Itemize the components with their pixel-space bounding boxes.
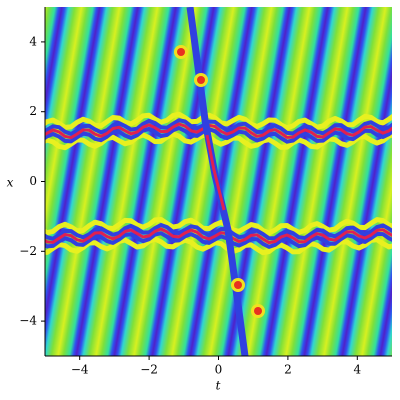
density-field xyxy=(45,7,392,356)
central-ridge-core xyxy=(205,134,226,211)
wave-band xyxy=(45,227,392,245)
x-tick-label: −4 xyxy=(71,363,89,377)
x-tick-label: 4 xyxy=(353,363,361,377)
hot-spot xyxy=(254,307,262,315)
x-tick-label: −2 xyxy=(140,363,158,377)
y-tick-label: 0 xyxy=(29,174,37,188)
y-tick-label: −2 xyxy=(19,244,37,258)
wave-band xyxy=(45,236,392,256)
hot-spot xyxy=(177,48,185,56)
field-features xyxy=(45,7,392,356)
x-tick-label: 2 xyxy=(284,363,292,377)
hot-spot xyxy=(234,281,242,289)
hot-spot xyxy=(197,76,205,84)
wave-band xyxy=(45,217,392,236)
y-axis-label: x xyxy=(7,176,14,190)
wave-band xyxy=(45,122,392,140)
wave-band xyxy=(45,111,392,131)
wave-band xyxy=(45,223,392,241)
wave-band xyxy=(45,131,392,151)
y-tick-label: 2 xyxy=(29,104,37,118)
y-tick-label: −4 xyxy=(19,314,37,328)
wave-band xyxy=(45,231,392,249)
x-axis-label: t xyxy=(216,379,221,393)
wave-band xyxy=(45,118,392,136)
y-tick-label: 4 xyxy=(29,34,37,48)
x-tick-label: 0 xyxy=(215,363,223,377)
wave-band xyxy=(45,126,392,144)
